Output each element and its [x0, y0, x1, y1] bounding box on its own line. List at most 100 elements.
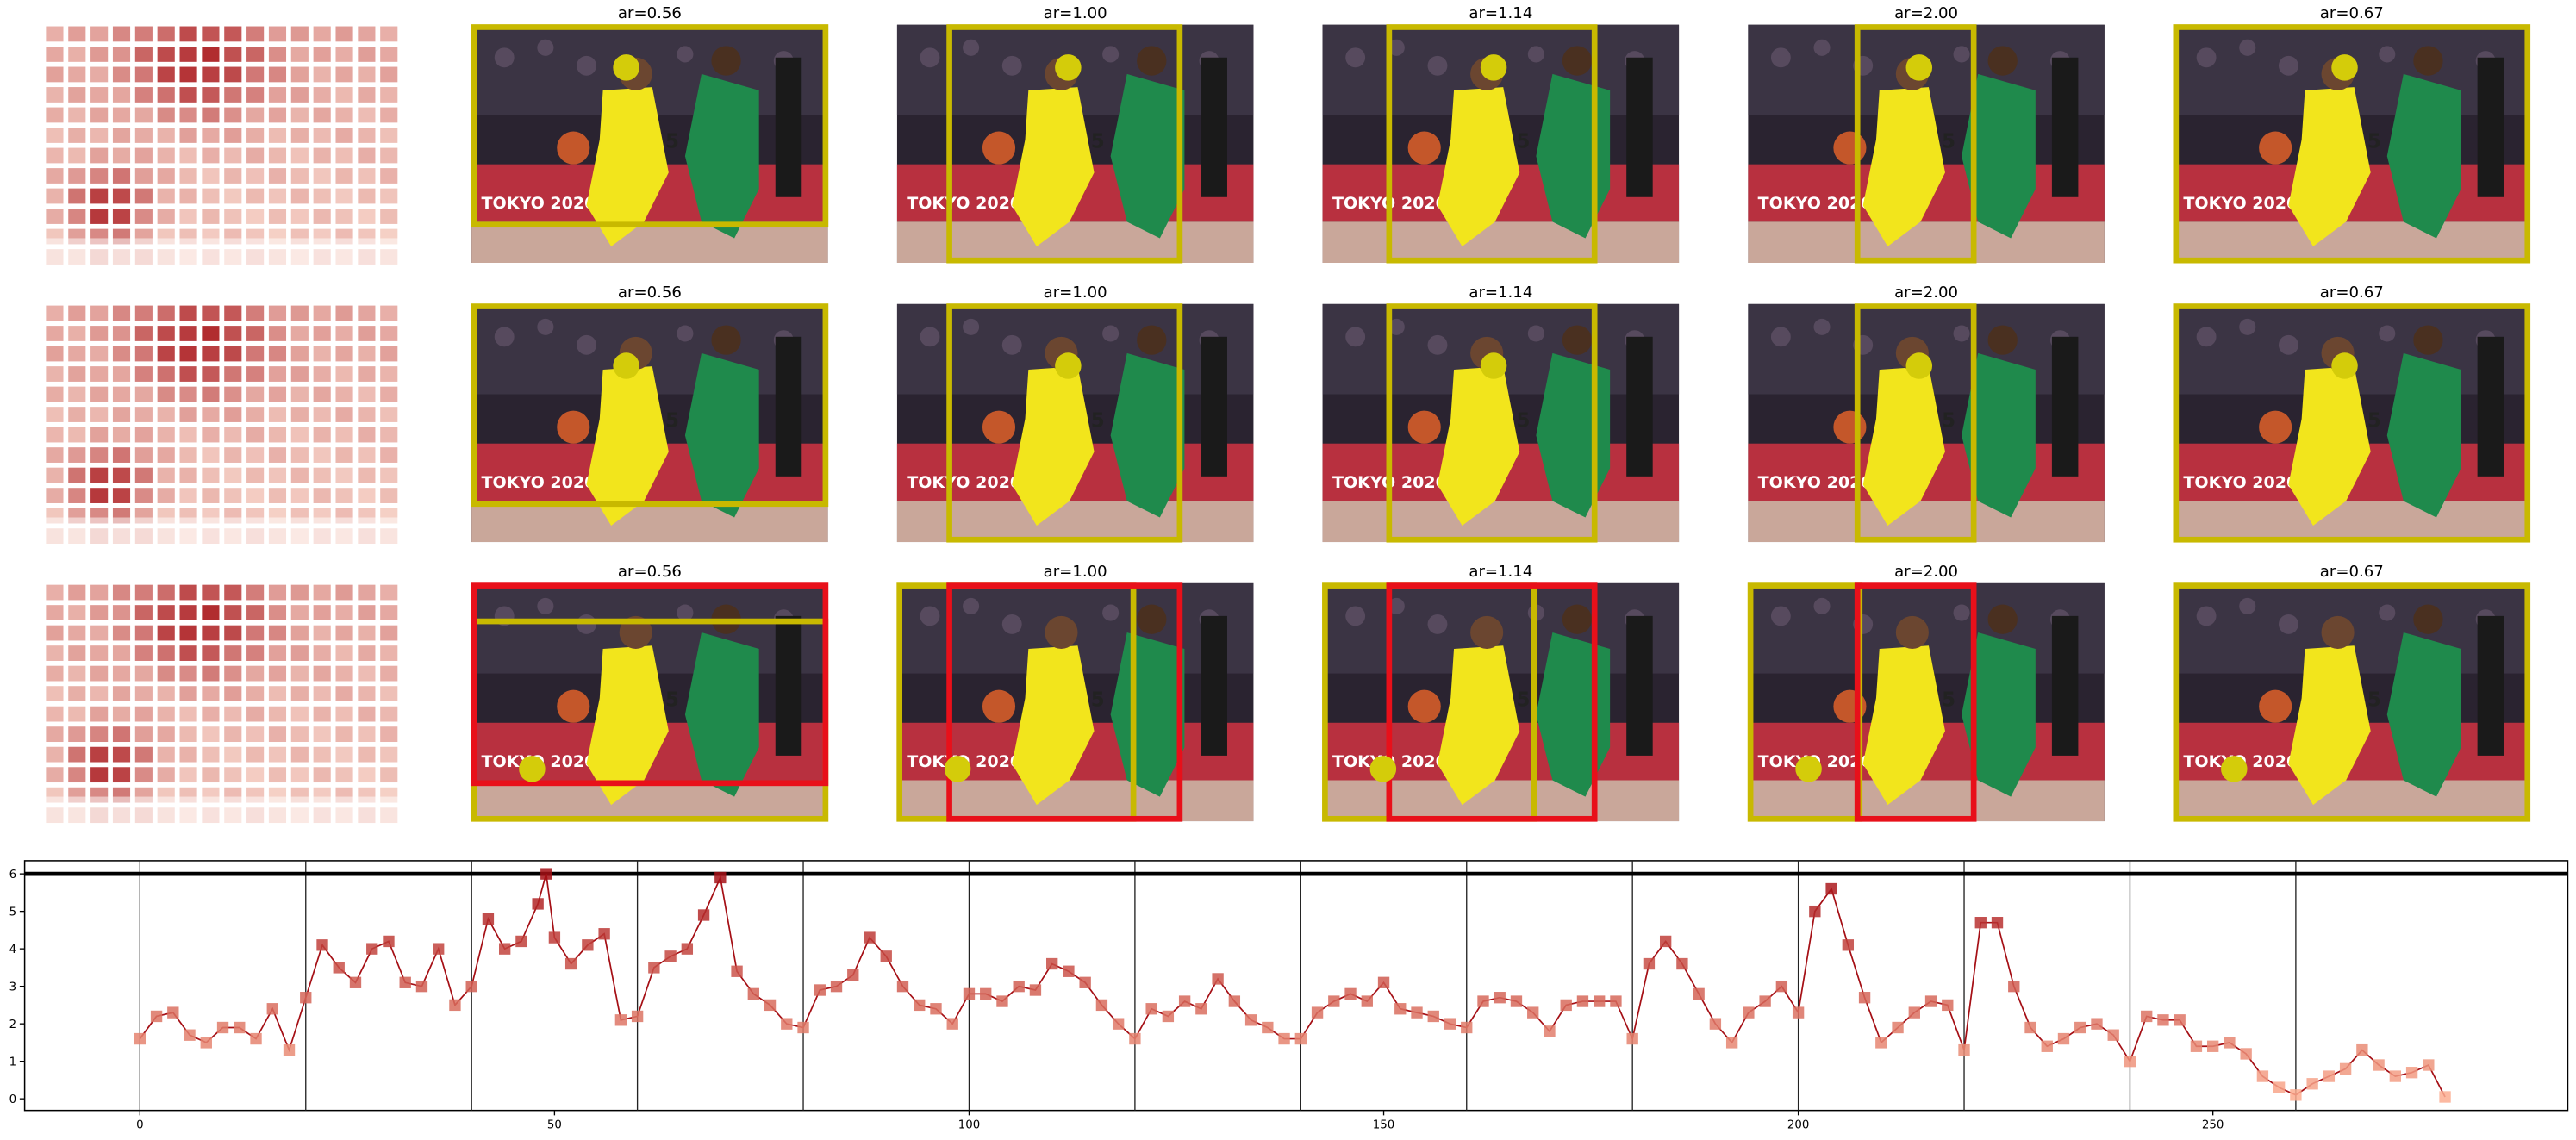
heatmap-cell [380, 107, 398, 123]
heatmap-cell [90, 147, 109, 164]
heatmap-cell [224, 168, 242, 184]
crop-box [1854, 24, 1977, 264]
heatmap-cell [313, 605, 331, 620]
heatmap-cell [179, 366, 197, 382]
point-marker [2290, 1089, 2302, 1101]
heatmap-cell [313, 665, 331, 682]
heatmap-cell [90, 427, 109, 443]
heatmap-cell [268, 746, 287, 763]
heatmap-cell [380, 326, 398, 341]
panel-title: ar=1.00 [1044, 563, 1107, 581]
heatmap-cell [90, 665, 109, 682]
heatmap-cell [224, 767, 242, 783]
heatmap-cell [224, 87, 242, 103]
heatmap-cell [46, 584, 64, 601]
heatmap-cell [179, 706, 197, 722]
point-marker [1377, 976, 1390, 988]
heatmap-cell [179, 128, 197, 143]
heatmap-cell [268, 407, 287, 422]
heatmap-cell [202, 447, 220, 463]
point-marker [2091, 1018, 2103, 1030]
heatmap-cell [380, 706, 398, 722]
heatmap-cell [246, 305, 265, 321]
heatmap-cell [134, 488, 153, 503]
heatmap-cell [290, 47, 309, 62]
heatmap-cell [335, 66, 353, 83]
heatmap-cell [90, 584, 109, 601]
heatmap-cell [268, 386, 287, 402]
heatmap-cell [313, 366, 331, 382]
point-marker [548, 931, 561, 944]
point-marker [1676, 957, 1688, 970]
heatmap-cell [358, 706, 376, 722]
heatmap-cell [157, 645, 175, 661]
heatmap-cell [224, 407, 242, 422]
point-marker [1693, 987, 1705, 1000]
heatmap-cell [358, 47, 376, 62]
heatmap-cell [358, 645, 376, 661]
heatmap-cell [90, 346, 109, 362]
point-marker [482, 913, 495, 925]
heatmap-cell [134, 584, 153, 601]
heatmap-cell [112, 746, 131, 763]
line-chart: 0 1 2 3 4 5 6 0 50 100 150 200 250 [9, 860, 2569, 1132]
heatmap-cell [112, 47, 131, 62]
point-marker [1527, 1006, 1539, 1019]
heatmap-cell [313, 326, 331, 341]
heatmap-cell [202, 47, 220, 62]
point-marker [2356, 1043, 2368, 1056]
point-marker [814, 984, 826, 996]
point-marker [300, 992, 312, 1004]
x-tick-label: 200 [1787, 1119, 1809, 1132]
point-marker [2124, 1055, 2136, 1068]
heatmap-cell [358, 605, 376, 620]
photo [2173, 582, 2530, 822]
point-marker [449, 999, 461, 1012]
point-marker [1594, 995, 1606, 1007]
heatmap-cell [224, 26, 242, 42]
keypoint [1480, 54, 1507, 81]
heatmap-cell [202, 366, 220, 382]
heatmap-cell [157, 767, 175, 783]
panel-title: ar=0.67 [2320, 283, 2384, 302]
point-marker [1958, 1043, 1970, 1056]
heatmap-cell [68, 209, 86, 224]
point-marker [1875, 1037, 1887, 1049]
heatmap-cell [202, 645, 220, 661]
heatmap-cell [268, 346, 287, 362]
point-marker [896, 980, 909, 993]
heatmap-cell [112, 26, 131, 42]
heatmap-cell [179, 665, 197, 682]
heatmap-cell [335, 386, 353, 402]
point-marker [1659, 935, 1672, 948]
heatmap-cell [202, 625, 220, 641]
heatmap-cell [179, 107, 197, 123]
y-tick-label: 3 [9, 981, 16, 994]
heatmap-cell [290, 645, 309, 661]
heatmap-cell [179, 386, 197, 402]
heatmap-cell [46, 407, 64, 422]
heatmap-cell [290, 87, 309, 103]
heatmap-cell [46, 107, 64, 123]
point-marker [1244, 1014, 1257, 1026]
heatmap-cell [335, 107, 353, 123]
heatmap-cell [268, 147, 287, 164]
heatmap-cell [246, 366, 265, 382]
heatmap-cell [134, 168, 153, 184]
point-marker [2240, 1048, 2252, 1060]
heatmap-cell [224, 128, 242, 143]
point-marker [2157, 1014, 2169, 1026]
heatmap-cell [335, 209, 353, 224]
crop-box [471, 24, 829, 228]
point-marker [200, 1037, 212, 1049]
panel-grid: ar=0.56 ar=1.00 ar=1.14 ar=2.00 ar=0.67 ar=0.… [44, 4, 2531, 830]
heatmap-cell [112, 665, 131, 682]
heatmap-cell [358, 407, 376, 422]
heatmap-cell [268, 686, 287, 701]
heatmap-cell [90, 767, 109, 783]
point-marker [1228, 995, 1241, 1007]
heatmap-cell [68, 767, 86, 783]
heatmap-cell [112, 467, 131, 483]
point-marker [167, 1006, 179, 1019]
heatmap-cell [90, 605, 109, 620]
